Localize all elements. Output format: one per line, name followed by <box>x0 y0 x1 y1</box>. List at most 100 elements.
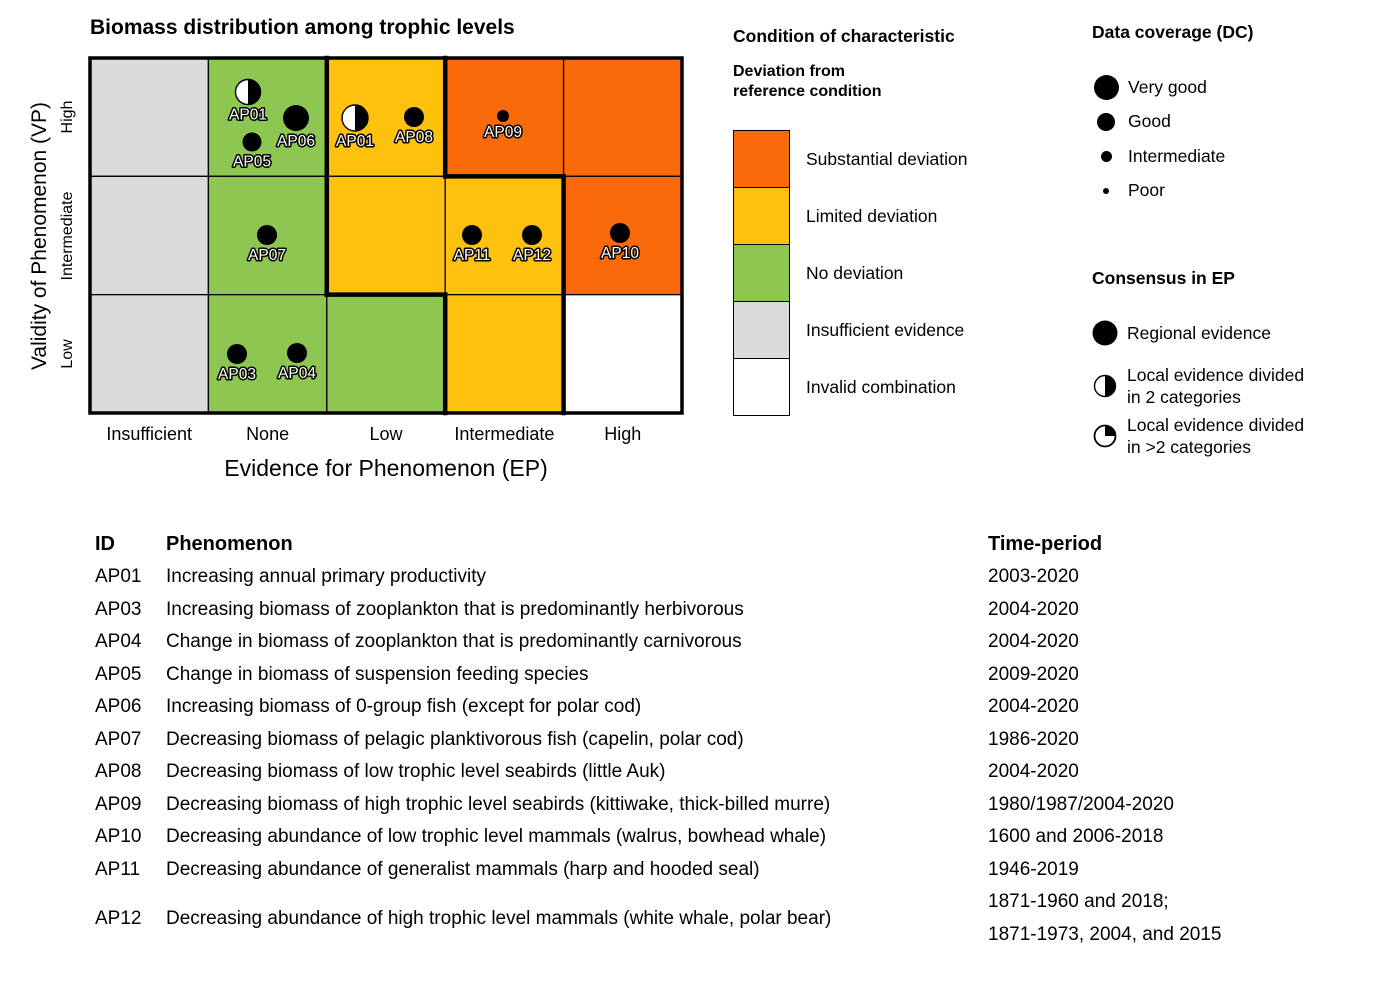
legend-condition-label: Limited deviation <box>806 205 938 226</box>
legend-dc-label: Very good <box>1128 76 1207 97</box>
cell-id: AP07 <box>95 728 142 750</box>
cell-period: 2004-2020 <box>988 761 1079 782</box>
cell-period: 1980/1987/2004-2020 <box>988 793 1174 815</box>
chart-grid: AP01 AP06 AP05 AP01 AP08 AP09 AP07 AP11 AP12 AP10… <box>88 55 684 416</box>
cell-period: 2004-2020 <box>988 696 1079 717</box>
x-tick-insufficient: Insufficient <box>106 424 193 444</box>
data-point-label: AP01 <box>336 133 374 150</box>
grid-cell-low-intermediate <box>444 294 565 414</box>
table-header-id: ID <box>95 533 115 555</box>
cell-phenomenon: Decreasing biomass of high trophic level… <box>166 793 831 815</box>
table-row: AP03 Increasing biomass of zooplankton th… <box>95 594 1325 627</box>
data-point-label: AP03 <box>218 366 256 383</box>
data-point-label: AP06 <box>277 133 315 150</box>
grid-cell-low-low <box>326 294 446 414</box>
legend-consensus-label: Local evidence divided in 2 categories <box>1127 365 1305 407</box>
cell-id: AP08 <box>95 761 142 783</box>
cell-id: AP10 <box>95 826 142 848</box>
cell-period: 1986-2020 <box>988 728 1079 750</box>
legend-dc-label: Poor <box>1128 180 1165 201</box>
table-body: AP01 Increasing annual primary productivi… <box>95 561 1325 951</box>
legend-dc-item: Very good <box>1092 70 1225 105</box>
data-point-label: AP09 <box>484 124 522 141</box>
cell-period: 2003-2020 <box>988 566 1079 587</box>
legend-dc-item: Intermediate <box>1092 139 1225 174</box>
data-point-ap01: AP01 <box>335 104 375 152</box>
table-row: AP12 Decreasing abundance of high trophic… <box>95 886 1325 951</box>
legend-color-swatch <box>733 187 790 245</box>
cell-phenomenon: Increasing annual primary productivity <box>166 566 486 588</box>
grid-cell-high-insufficient <box>89 57 210 177</box>
y-tick-high: High <box>59 100 76 134</box>
grid-outer-border <box>88 56 684 415</box>
table-header-phenomenon: Phenomenon <box>166 533 293 555</box>
x-tick-intermediate: Intermediate <box>454 424 555 444</box>
legend-condition-items: Substantial deviation Limited deviation No… <box>733 130 968 416</box>
cell-id: AP06 <box>95 696 142 718</box>
y-axis-label: Validity of Phenomenon (VP) <box>28 101 51 371</box>
phenomena-table: ID Phenomenon Time-period AP01 Increasing… <box>95 528 1325 951</box>
cell-period: 2009-2020 <box>988 663 1079 685</box>
legend-consensus-items: Regional evidence Local evidence divided … <box>1092 312 1304 458</box>
regional-circle-icon <box>1092 320 1118 346</box>
data-point-label: AP07 <box>248 247 286 264</box>
legend-dc-label: Intermediate <box>1128 145 1226 166</box>
cell-phenomenon: Increasing biomass of 0-group fish (exce… <box>166 696 642 718</box>
data-point-ap01: AP01 <box>228 78 268 125</box>
data-point-ap06: AP06 <box>276 105 316 152</box>
table-row: AP08 Decreasing biomass of low trophic le… <box>95 756 1325 789</box>
legend-consensus-item: Local evidence divided in >2 categories <box>1092 414 1304 458</box>
grid-cell-low-insufficient <box>89 294 210 414</box>
data-point-label: AP05 <box>233 154 271 171</box>
cell-phenomenon: Decreasing abundance of high trophic lev… <box>166 907 832 929</box>
legend-color-swatch <box>733 244 790 302</box>
cell-id: AP12 <box>95 907 142 929</box>
cell-phenomenon: Change in biomass of suspension feeding … <box>166 663 589 685</box>
legend-condition-title: Condition of characteristic <box>733 26 955 46</box>
legend-condition-item: Limited deviation <box>733 187 968 245</box>
grid-cell-intermediate-low <box>326 175 446 296</box>
legend-condition-label: No deviation <box>806 262 904 283</box>
legend-condition-label: Invalid combination <box>806 376 956 397</box>
grid-cell-low-none <box>207 294 328 414</box>
data-point-ap12: AP12 <box>512 225 552 266</box>
legend-dc-item: Good <box>1092 105 1225 140</box>
data-point-label: AP10 <box>601 245 639 262</box>
legend-condition-item: No deviation <box>733 244 968 302</box>
data-point-ap03: AP03 <box>217 344 257 385</box>
grid-cell-high-high <box>562 57 683 177</box>
filled-circle-icon <box>1092 112 1120 131</box>
table-row: AP04 Change in biomass of zooplankton tha… <box>95 626 1325 659</box>
chart-title: Biomass distribution among trophic level… <box>90 16 515 39</box>
legend-color-swatch <box>733 130 790 188</box>
cell-period: 1871-1960 and 2018; 1871-1973, 2004, and… <box>988 891 1222 945</box>
cell-period: 2004-2020 <box>988 598 1079 620</box>
legend-consensus-label: Regional evidence <box>1127 323 1271 343</box>
grid-cell-intermediate-insufficient <box>89 175 210 296</box>
filled-circle-icon <box>1092 74 1120 100</box>
x-axis-label: Evidence for Phenomenon (EP) <box>224 455 548 481</box>
cell-id: AP05 <box>95 663 142 685</box>
local-2-circle-icon <box>1092 373 1118 399</box>
legend-consensus-label: Local evidence divided in >2 categories <box>1127 415 1305 457</box>
x-tick-high: High <box>604 424 642 444</box>
cell-phenomenon: Decreasing biomass of pelagic planktivor… <box>166 728 744 750</box>
legend-consensus-item: Local evidence divided in 2 categories <box>1092 364 1304 408</box>
legend-dc-title: Data coverage (DC) <box>1092 22 1254 42</box>
cell-id: AP11 <box>95 858 141 880</box>
y-tick-intermediate: Intermediate <box>59 191 76 280</box>
cell-phenomenon: Decreasing abundance of low trophic leve… <box>166 826 827 848</box>
legend-dc-item: Poor <box>1092 174 1225 209</box>
legend-consensus-title: Consensus in EP <box>1092 268 1235 288</box>
table-header-row: ID Phenomenon Time-period <box>95 528 1325 561</box>
table-row: AP06 Increasing biomass of 0-group fish (… <box>95 691 1325 724</box>
data-point-ap08: AP08 <box>394 107 434 148</box>
data-point-ap10: AP10 <box>600 223 641 264</box>
local-gt2-circle-icon <box>1092 423 1118 449</box>
table-row: AP11 Decreasing abundance of generalist m… <box>95 854 1325 887</box>
data-point-label: AP04 <box>278 365 316 382</box>
data-point-label: AP01 <box>229 107 267 124</box>
data-point-ap07: AP07 <box>247 225 287 266</box>
cell-id: AP04 <box>95 631 142 653</box>
